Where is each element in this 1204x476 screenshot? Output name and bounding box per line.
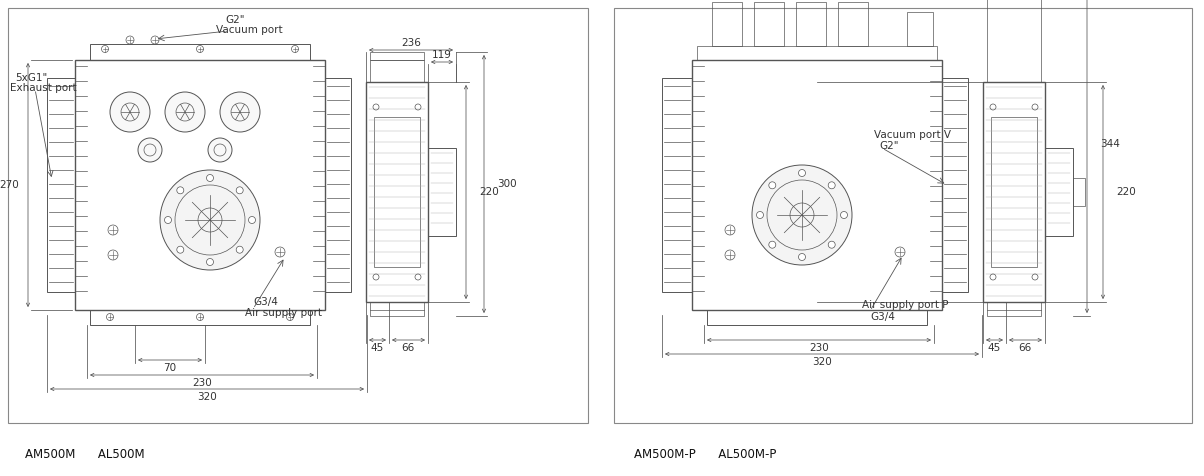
Circle shape	[165, 217, 171, 224]
Circle shape	[828, 182, 836, 189]
Circle shape	[138, 138, 163, 162]
Bar	[90, 310, 309, 325]
Bar	[712, 2, 742, 46]
Circle shape	[840, 211, 848, 218]
Bar	[754, 2, 784, 46]
Bar	[697, 46, 937, 60]
Text: Air supply port P: Air supply port P	[862, 300, 949, 310]
Circle shape	[220, 92, 260, 132]
Text: Air supply port: Air supply port	[244, 308, 321, 318]
Bar	[982, 82, 1045, 302]
Bar	[366, 82, 427, 302]
Text: 230: 230	[809, 343, 828, 353]
Text: 320: 320	[813, 357, 832, 367]
Circle shape	[236, 246, 243, 253]
Text: G3/4: G3/4	[253, 297, 278, 307]
Circle shape	[160, 170, 260, 270]
Text: 220: 220	[479, 187, 498, 197]
Text: Exhaust port: Exhaust port	[10, 83, 77, 93]
Text: G3/4: G3/4	[870, 312, 895, 322]
Circle shape	[798, 169, 805, 177]
Circle shape	[177, 187, 184, 194]
Text: 236: 236	[401, 38, 421, 48]
Bar	[90, 44, 309, 60]
Text: 45: 45	[987, 343, 1001, 353]
Circle shape	[207, 175, 213, 181]
Text: 220: 220	[1116, 187, 1135, 197]
Circle shape	[752, 165, 852, 265]
Bar	[614, 8, 1192, 423]
Bar	[907, 12, 933, 46]
Text: 344: 344	[1100, 139, 1120, 149]
Bar	[1073, 178, 1085, 206]
Text: AM500M-P      AL500M-P: AM500M-P AL500M-P	[635, 448, 777, 462]
Text: AM500M      AL500M: AM500M AL500M	[25, 448, 144, 462]
Bar	[8, 8, 588, 423]
Circle shape	[208, 138, 232, 162]
Text: 70: 70	[164, 363, 177, 373]
Circle shape	[177, 246, 184, 253]
Circle shape	[769, 241, 775, 248]
Bar	[942, 78, 968, 292]
Circle shape	[756, 211, 763, 218]
Bar	[692, 60, 942, 310]
Bar	[427, 148, 456, 236]
Bar	[1045, 148, 1073, 236]
Text: 119: 119	[432, 50, 452, 60]
Circle shape	[165, 92, 205, 132]
Text: 270: 270	[0, 180, 19, 190]
Circle shape	[110, 92, 150, 132]
Bar	[374, 117, 420, 267]
Bar	[370, 52, 424, 60]
Text: 66: 66	[1019, 343, 1032, 353]
Circle shape	[828, 241, 836, 248]
Circle shape	[236, 187, 243, 194]
Bar	[370, 60, 424, 82]
Text: G2": G2"	[879, 141, 898, 151]
Text: 300: 300	[497, 179, 517, 189]
Bar	[370, 302, 424, 316]
Circle shape	[769, 182, 775, 189]
Text: 320: 320	[197, 392, 217, 402]
Bar	[796, 2, 826, 46]
Circle shape	[798, 254, 805, 260]
Text: G2": G2"	[225, 15, 244, 25]
Bar	[838, 2, 868, 46]
Bar	[325, 78, 352, 292]
Circle shape	[207, 258, 213, 266]
Bar	[707, 310, 927, 325]
Text: 66: 66	[401, 343, 414, 353]
Bar	[75, 60, 325, 310]
Bar	[47, 78, 75, 292]
Text: 45: 45	[371, 343, 384, 353]
Circle shape	[248, 217, 255, 224]
Text: 230: 230	[193, 378, 212, 388]
Bar	[987, 302, 1041, 316]
Bar	[991, 117, 1037, 267]
Bar	[987, 0, 1041, 82]
Text: Vacuum port: Vacuum port	[216, 25, 283, 35]
Text: 5xG1": 5xG1"	[14, 73, 47, 83]
Bar	[662, 78, 692, 292]
Text: Vacuum port V: Vacuum port V	[874, 130, 951, 140]
